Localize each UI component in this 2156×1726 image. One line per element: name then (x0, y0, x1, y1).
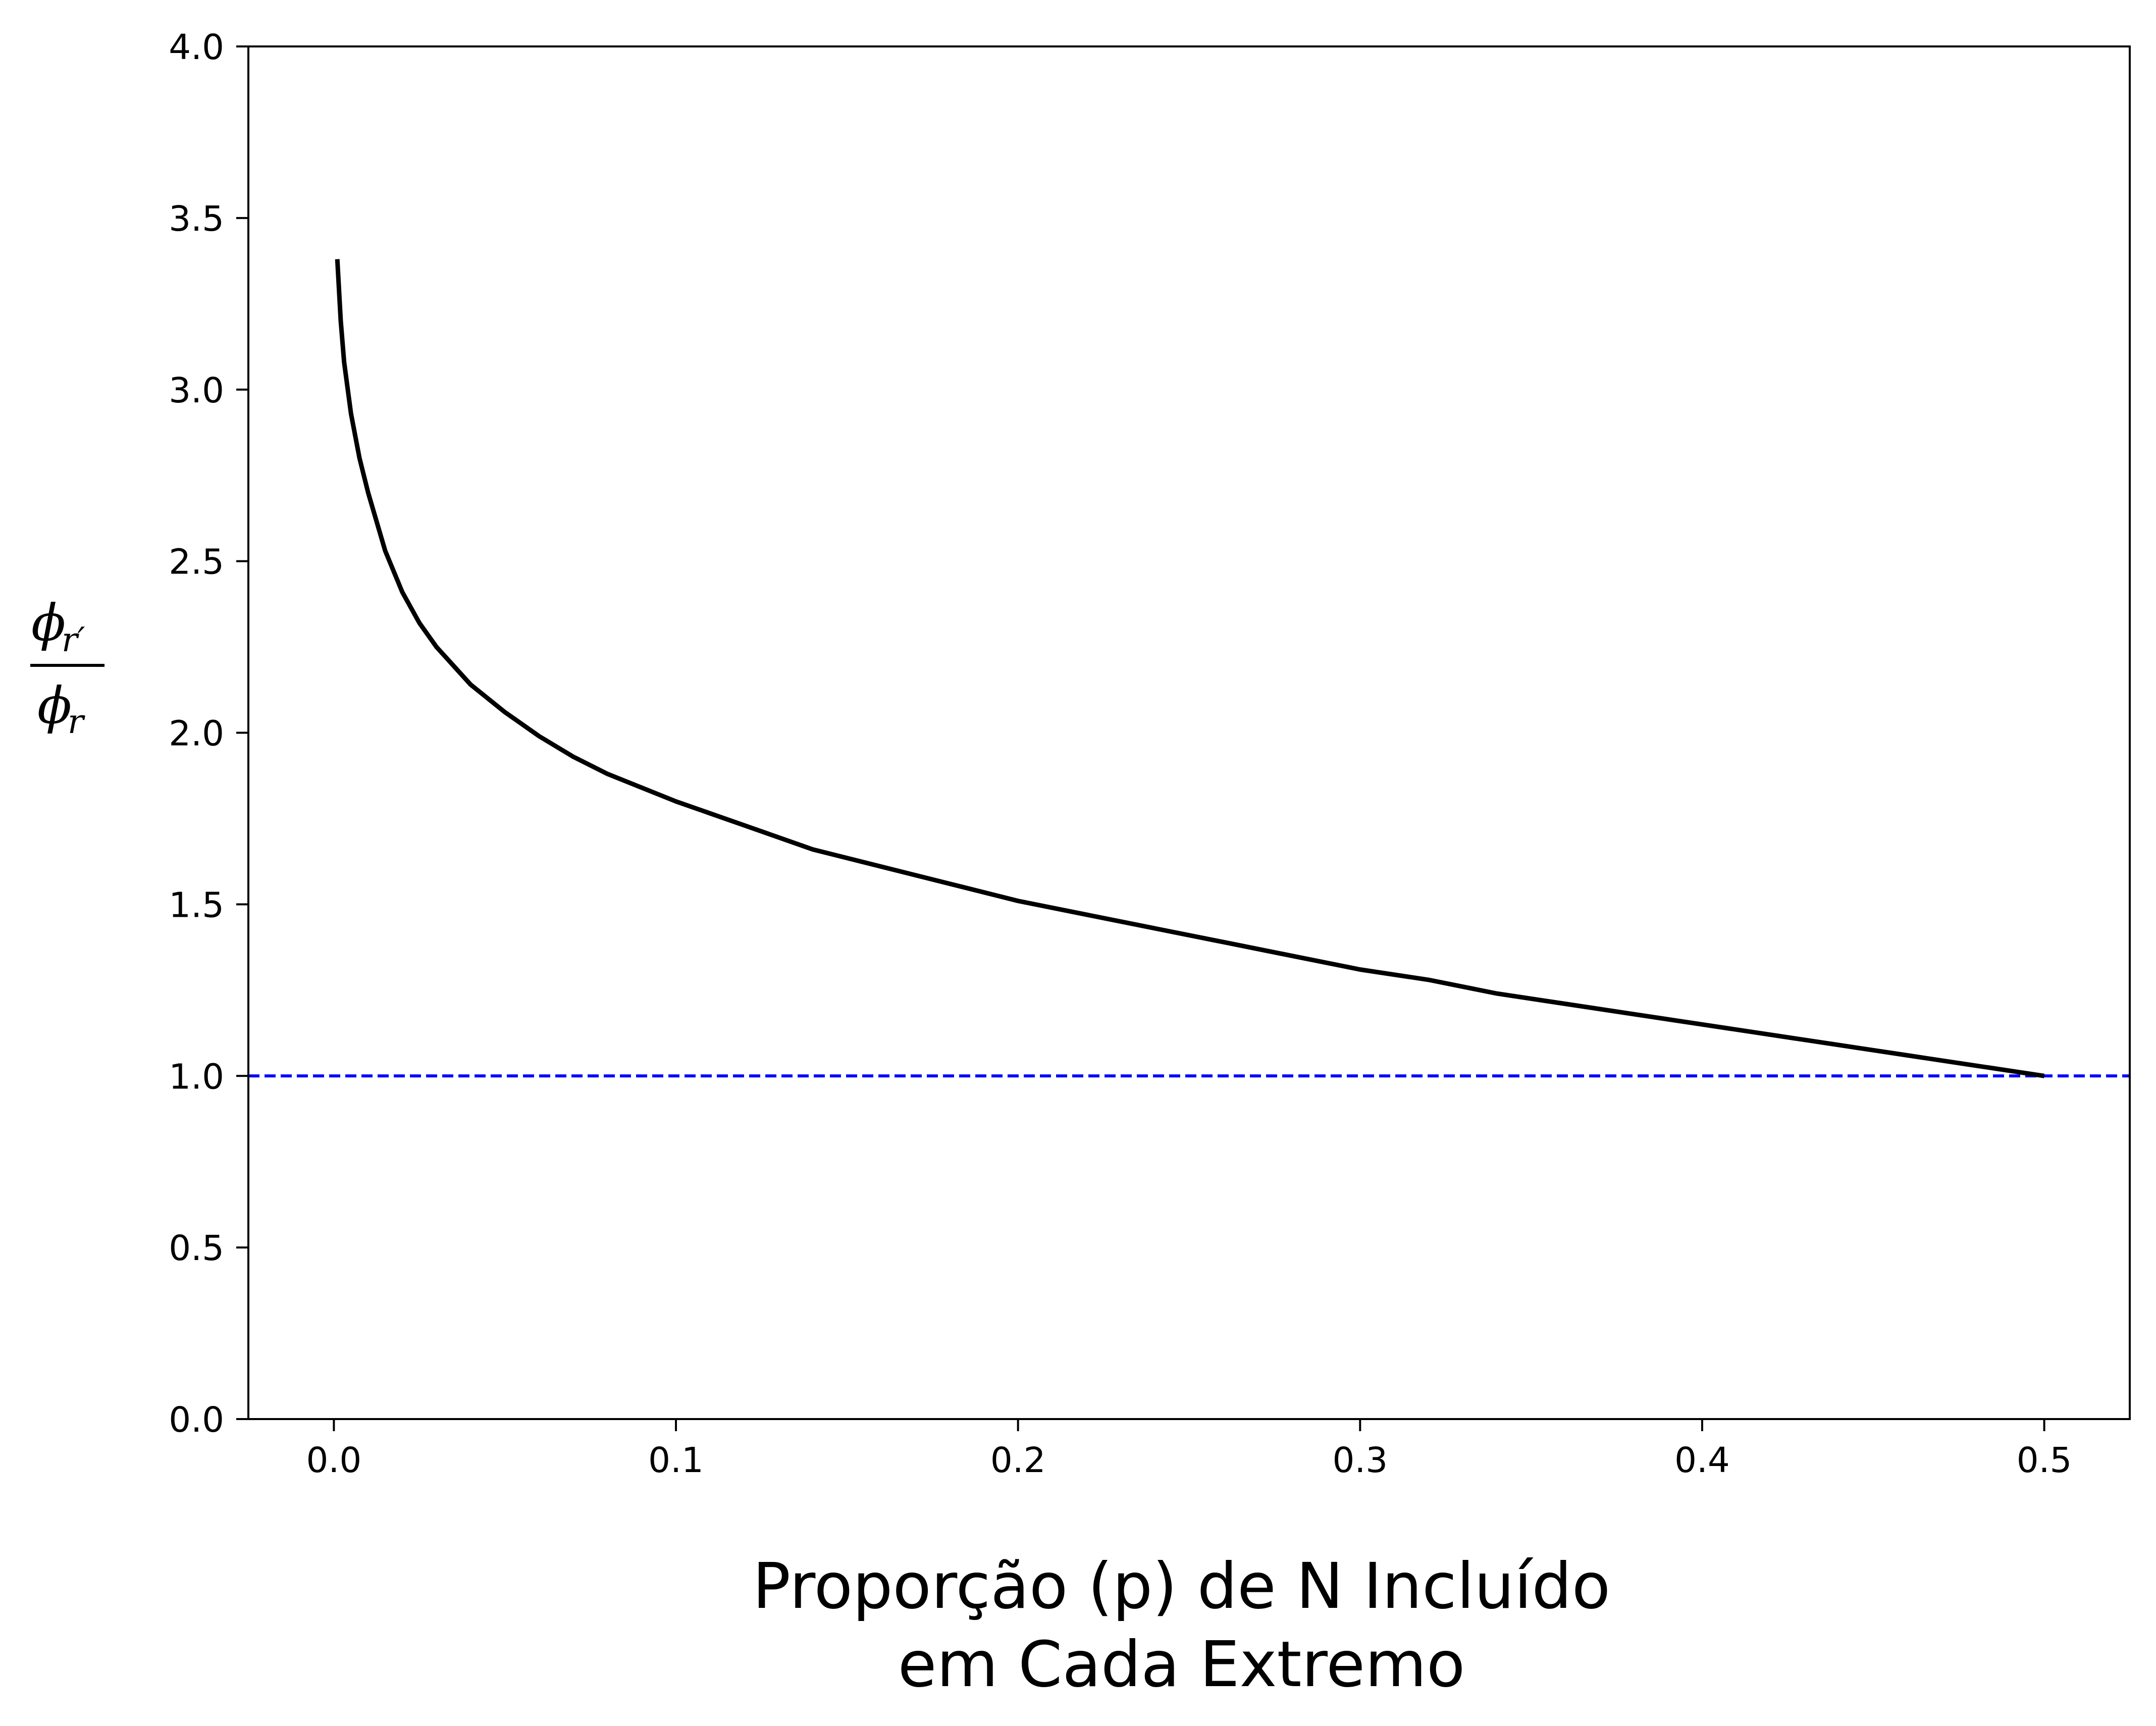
x-tick-label: 0.2 (990, 1440, 1046, 1481)
y-tick-label: 0.0 (169, 1400, 224, 1440)
y-tick-label: 3.5 (169, 199, 224, 239)
y-axis-label: ϕr′ϕr (30, 593, 104, 741)
y-tick-label: 0.5 (169, 1228, 224, 1269)
y-axis-label-numerator: ϕ (31, 593, 66, 652)
y-tick-label: 1.0 (169, 1057, 224, 1097)
y-axis-label-denominator: ϕ (37, 676, 72, 735)
x-tick-label: 0.3 (1332, 1440, 1388, 1481)
x-axis-label-line-1: Proporção (p) de N Incluído (753, 1550, 1610, 1623)
y-tick-label: 4.0 (169, 27, 224, 68)
x-tick-label: 0.5 (2017, 1440, 2072, 1481)
y-tick-label: 2.5 (169, 542, 224, 583)
x-tick-label: 0.4 (1674, 1440, 1730, 1481)
y-tick-label: 3.0 (169, 371, 224, 411)
axes: 0.0 0.1 0.2 0.3 0.4 0.5 0.0 0.5 1.0 1.5 2.0 2.5 3.0 3… (169, 27, 2131, 1481)
series-line-0 (335, 259, 2045, 1078)
y-tick-label: 1.5 (169, 885, 224, 925)
x-tick-label: 0.0 (306, 1440, 362, 1481)
y-tick-label: 2.0 (169, 714, 224, 754)
plot-area (248, 259, 2130, 1078)
y-axis-label-denominator-sub: r (68, 702, 85, 741)
y-axis-label-numerator-sub: r′ (62, 620, 85, 659)
x-axis-label-line-2: em Cada Extremo (898, 1628, 1465, 1701)
x-tick-label: 0.1 (648, 1440, 704, 1481)
